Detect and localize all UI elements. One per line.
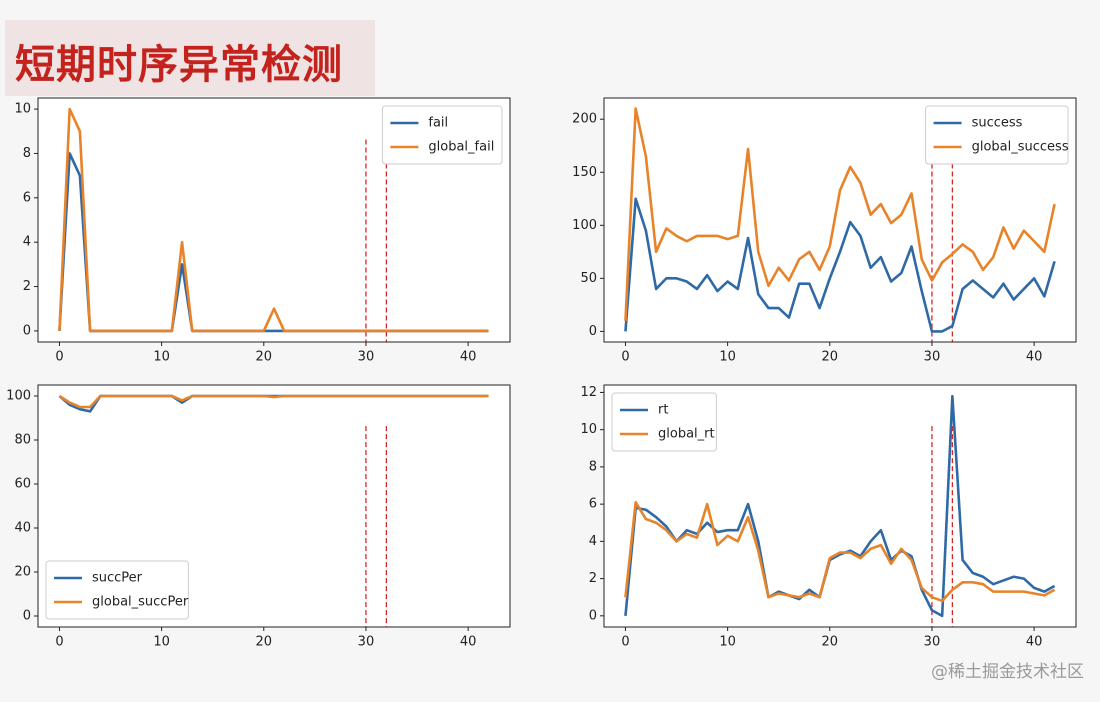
- legend-label: global_fail: [428, 140, 494, 155]
- y-tick-label: 200: [572, 112, 597, 127]
- x-tick-label: 40: [460, 635, 477, 650]
- y-tick-label: 100: [572, 218, 597, 233]
- y-tick-label: 6: [589, 497, 597, 512]
- y-tick-label: 8: [23, 146, 31, 161]
- y-tick-label: 2: [23, 279, 31, 294]
- y-tick-label: 100: [6, 389, 31, 404]
- x-tick-label: 0: [55, 350, 63, 365]
- legend-box: [611, 392, 717, 452]
- plot-frame: [603, 384, 1077, 628]
- y-tick-label: 150: [572, 165, 597, 180]
- series-line: [58, 107, 489, 333]
- watermark: @稀土掘金技术社区: [931, 662, 1084, 682]
- y-tick-label: 0: [589, 608, 597, 623]
- x-tick-label: 40: [460, 350, 477, 365]
- y-tick-label: 2: [589, 571, 597, 586]
- x-tick-label: 40: [1026, 350, 1043, 365]
- x-tick-label: 0: [55, 635, 63, 650]
- x-tick-label: 20: [822, 350, 839, 365]
- x-tick-label: 10: [153, 350, 170, 365]
- x-tick-label: 20: [256, 635, 273, 650]
- page-title: 短期时序异常检测: [15, 42, 343, 88]
- y-tick-label: 40: [14, 521, 31, 536]
- legend-box: [45, 560, 189, 620]
- x-tick-label: 10: [153, 635, 170, 650]
- legend-box: [381, 105, 503, 165]
- legend-label: global_succPer: [92, 595, 189, 610]
- x-tick-label: 30: [924, 350, 941, 365]
- y-tick-label: 80: [14, 433, 31, 448]
- legend-box: [925, 105, 1069, 165]
- plot-frame: [603, 97, 1077, 343]
- x-tick-label: 20: [822, 635, 839, 650]
- x-tick-label: 0: [621, 635, 629, 650]
- series-line: [58, 394, 489, 409]
- y-tick-label: 0: [23, 323, 31, 338]
- y-tick-label: 6: [23, 190, 31, 205]
- y-tick-label: 60: [14, 477, 31, 492]
- y-tick-label: 20: [14, 565, 31, 580]
- x-tick-label: 30: [358, 350, 375, 365]
- x-tick-label: 20: [256, 350, 273, 365]
- legend-label: global_success: [972, 140, 1069, 155]
- legend-label: success: [972, 116, 1023, 131]
- y-tick-label: 0: [23, 609, 31, 624]
- y-tick-label: 12: [580, 385, 597, 400]
- x-tick-label: 30: [358, 635, 375, 650]
- x-tick-label: 10: [719, 350, 736, 365]
- legend-label: succPer: [92, 571, 143, 586]
- x-tick-label: 40: [1026, 635, 1043, 650]
- series-line: [624, 107, 1056, 321]
- legend-label: global_rt: [658, 427, 715, 442]
- x-tick-label: 0: [621, 350, 629, 365]
- y-tick-label: 4: [23, 235, 31, 250]
- y-tick-label: 10: [580, 422, 597, 437]
- y-tick-label: 4: [589, 534, 597, 549]
- y-tick-label: 8: [589, 459, 597, 474]
- y-tick-label: 10: [14, 102, 31, 117]
- legend-label: fail: [428, 116, 448, 131]
- y-tick-label: 50: [580, 271, 597, 286]
- x-tick-label: 30: [924, 635, 941, 650]
- y-tick-label: 0: [589, 324, 597, 339]
- plot-frame: [37, 97, 511, 343]
- legend-label: rt: [658, 403, 668, 418]
- plot-frame: [37, 384, 511, 628]
- series-line: [624, 500, 1056, 603]
- x-tick-label: 10: [719, 635, 736, 650]
- series-line: [624, 197, 1056, 333]
- banner: 短期时序异常检测: [5, 20, 375, 96]
